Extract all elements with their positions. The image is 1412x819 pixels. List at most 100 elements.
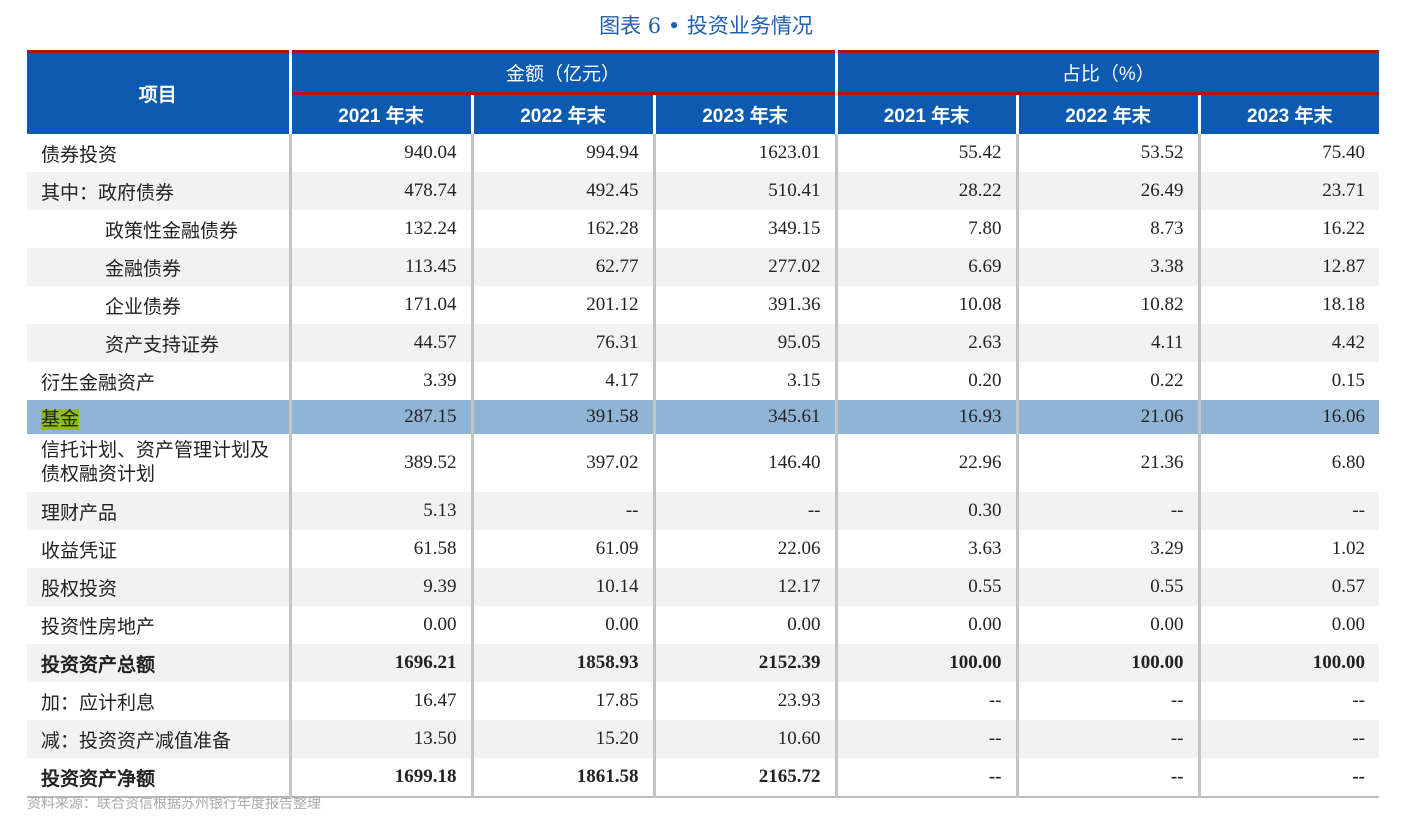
header-year: 2022 年末 (470, 92, 654, 134)
ratio-cell: 10.82 (1015, 286, 1200, 324)
amount-cell: 389.52 (288, 434, 472, 492)
table-row: 股权投资 9.39 10.14 12.17 0.55 0.55 0.57 (27, 568, 1380, 606)
amount-cell: 162.28 (470, 210, 654, 248)
amount-cell: 44.57 (288, 324, 472, 362)
amount-cell: 22.06 (652, 530, 837, 568)
row-label-text: 衍生金融资产 (41, 372, 156, 394)
ratio-cell: -- (1015, 492, 1200, 530)
table-title: 图表 6 • 投资业务情况 (599, 14, 813, 38)
row-label: 资产支持证券 (27, 324, 290, 362)
amount-cell: 12.17 (652, 568, 837, 606)
ratio-cell: 3.38 (1015, 248, 1200, 286)
table-row: 政策性金融债券 132.24 162.28 349.15 7.80 8.73 16.22 (27, 210, 1380, 248)
source-note: 资料来源：联合资信根据苏州银行年度报告整理 (27, 796, 321, 812)
amount-cell: 146.40 (652, 434, 837, 492)
ratio-cell: -- (1015, 758, 1200, 797)
table-row: 基金 287.15 391.58 345.61 16.93 21.06 16.06 (27, 400, 1380, 434)
row-label: 企业债券 (27, 286, 290, 324)
ratio-cell: 53.52 (1015, 134, 1200, 172)
table-row: 投资资产净额 1699.18 1861.58 2165.72 -- -- -- (27, 758, 1380, 797)
row-label: 收益凭证 (27, 530, 290, 568)
row-label: 金融债券 (27, 248, 290, 286)
row-label-text: 股权投资 (41, 578, 118, 600)
amount-cell: 2165.72 (652, 758, 837, 797)
header-amount-group: 金额（亿元） (288, 51, 837, 94)
row-label-text: 投资资产总额 (41, 654, 156, 676)
header-item: 项目 (27, 51, 290, 134)
table-row: 企业债券 171.04 201.12 391.36 10.08 10.82 18.18 (27, 286, 1380, 324)
amount-cell: 3.39 (288, 362, 472, 400)
amount-cell: 940.04 (288, 134, 472, 172)
row-label: 减：投资资产减值准备 (27, 720, 290, 758)
row-label: 其中：政府债券 (27, 172, 290, 210)
row-label-text: 减：投资资产减值准备 (41, 730, 232, 752)
row-label-text: 收益凭证 (41, 540, 118, 562)
amount-cell: 17.85 (470, 682, 654, 720)
row-label-text: 资产支持证券 (105, 334, 220, 356)
ratio-cell: 7.80 (834, 210, 1018, 248)
ratio-cell: 0.15 (1197, 362, 1380, 400)
ratio-cell: 0.30 (834, 492, 1018, 530)
amount-cell: 16.47 (288, 682, 472, 720)
header-year: 2023 年末 (652, 92, 837, 134)
amount-cell: 349.15 (652, 210, 837, 248)
amount-cell: 2152.39 (652, 644, 837, 682)
amount-cell: 61.09 (470, 530, 654, 568)
table-row: 投资性房地产 0.00 0.00 0.00 0.00 0.00 0.00 (27, 606, 1380, 644)
ratio-cell: 0.55 (1015, 568, 1200, 606)
ratio-cell: 21.06 (1015, 400, 1200, 434)
ratio-cell: 3.29 (1015, 530, 1200, 568)
row-label-text: 债券投资 (41, 144, 118, 166)
ratio-cell: -- (834, 682, 1018, 720)
row-label-text: 其中：政府债券 (41, 182, 175, 204)
amount-cell: 113.45 (288, 248, 472, 286)
ratio-cell: 6.80 (1197, 434, 1380, 492)
ratio-cell: 55.42 (834, 134, 1018, 172)
row-label: 衍生金融资产 (27, 362, 290, 400)
amount-cell: 0.00 (288, 606, 472, 644)
ratio-cell: 6.69 (834, 248, 1018, 286)
ratio-cell: 12.87 (1197, 248, 1380, 286)
ratio-cell: 26.49 (1015, 172, 1200, 210)
amount-cell: 76.31 (470, 324, 654, 362)
amount-cell: 23.93 (652, 682, 837, 720)
amount-cell: 994.94 (470, 134, 654, 172)
ratio-cell: -- (1197, 682, 1380, 720)
table-row: 减：投资资产减值准备 13.50 15.20 10.60 -- -- -- (27, 720, 1380, 758)
row-label-text: 基金 (41, 408, 80, 430)
ratio-cell: 22.96 (834, 434, 1018, 492)
ratio-cell: 3.63 (834, 530, 1018, 568)
amount-cell: 397.02 (470, 434, 654, 492)
ratio-cell: 100.00 (834, 644, 1018, 682)
amount-cell: 15.20 (470, 720, 654, 758)
row-label-text: 政策性金融债券 (105, 220, 239, 242)
amount-cell: 277.02 (652, 248, 837, 286)
row-label: 理财产品 (27, 492, 290, 530)
amount-cell: -- (470, 492, 654, 530)
amount-cell: 287.15 (288, 400, 472, 434)
ratio-cell: 0.20 (834, 362, 1018, 400)
ratio-cell: 18.18 (1197, 286, 1380, 324)
row-label-text: 投资资产净额 (41, 768, 156, 790)
ratio-cell: 28.22 (834, 172, 1018, 210)
row-label: 投资性房地产 (27, 606, 290, 644)
table-row: 金融债券 113.45 62.77 277.02 6.69 3.38 12.87 (27, 248, 1380, 286)
amount-cell: 478.74 (288, 172, 472, 210)
ratio-cell: 0.55 (834, 568, 1018, 606)
row-label: 股权投资 (27, 568, 290, 606)
ratio-cell: -- (1197, 720, 1380, 758)
row-label: 债券投资 (27, 134, 290, 172)
table-row: 投资资产总额 1696.21 1858.93 2152.39 100.00 100.00 1… (27, 644, 1380, 682)
table-row: 收益凭证 61.58 61.09 22.06 3.63 3.29 1.02 (27, 530, 1380, 568)
amount-cell: 0.00 (652, 606, 837, 644)
ratio-cell: 0.00 (1015, 606, 1200, 644)
table-row: 债券投资 940.04 994.94 1623.01 55.42 53.52 75.40 (27, 134, 1380, 172)
amount-cell: 13.50 (288, 720, 472, 758)
amount-cell: 1696.21 (288, 644, 472, 682)
amount-cell: 3.15 (652, 362, 837, 400)
row-label: 加：应计利息 (27, 682, 290, 720)
ratio-cell: -- (834, 758, 1018, 797)
header-year: 2021 年末 (288, 92, 472, 134)
ratio-cell: 0.00 (1197, 606, 1380, 644)
ratio-cell: 21.36 (1015, 434, 1200, 492)
